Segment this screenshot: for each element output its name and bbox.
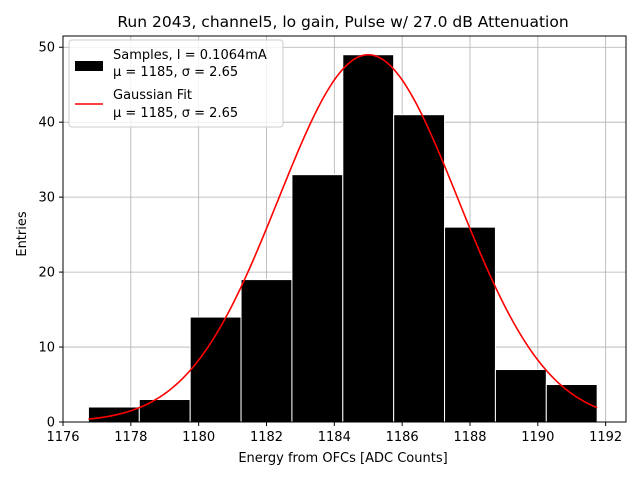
y-tick-label: 50 (38, 41, 55, 56)
y-tick-label: 10 (38, 341, 55, 356)
x-tick-label: 1190 (521, 430, 554, 445)
legend-fit-label: Gaussian Fit (113, 88, 192, 103)
histogram-bar (138, 399, 191, 423)
histogram-bar (545, 384, 598, 423)
y-tick-label: 20 (38, 266, 55, 281)
x-tick-label: 1182 (250, 430, 283, 445)
legend-samples-stats: μ = 1185, σ = 2.65 (113, 65, 238, 80)
legend-box (68, 39, 284, 128)
histogram-bars (87, 54, 598, 423)
histogram-bar (291, 174, 344, 423)
x-tick-label: 1178 (114, 430, 147, 445)
x-tick-label: 1180 (182, 430, 215, 445)
x-tick-label: 1188 (453, 430, 486, 445)
y-tick-label: 0 (47, 416, 55, 431)
y-tick-label: 30 (38, 191, 55, 206)
x-axis-label: Energy from OFCs [ADC Counts] (238, 451, 447, 466)
legend-fit-stats: μ = 1185, σ = 2.65 (113, 106, 238, 121)
legend: Samples, I = 0.1064mA μ = 1185, σ = 2.65… (68, 39, 284, 128)
legend-samples-label: Samples, I = 0.1064mA (113, 48, 267, 63)
x-axis-ticks: 1176 1178 1180 1182 1184 1186 1188 1190 1192 (46, 422, 622, 445)
histogram-bar (240, 279, 293, 423)
gaussian-fit-curve (88, 53, 598, 420)
y-axis-ticks: 0 10 20 30 40 50 (38, 41, 63, 431)
histogram-bar (494, 369, 547, 423)
plot-frame (62, 35, 627, 423)
histogram-bar (342, 54, 395, 423)
legend-samples-swatch (75, 61, 103, 71)
chart-title: Run 2043, channel5, lo gain, Pulse w/ 27… (117, 13, 568, 31)
x-tick-label: 1192 (589, 430, 622, 445)
histogram-bar (444, 226, 496, 423)
histogram-bar (393, 114, 446, 423)
x-tick-label: 1186 (386, 430, 419, 445)
x-tick-label: 1184 (318, 430, 351, 445)
histogram-bar (189, 316, 242, 423)
y-tick-label: 40 (38, 116, 55, 131)
y-axis-label: Entries (15, 211, 30, 257)
x-tick-label: 1176 (46, 430, 79, 445)
